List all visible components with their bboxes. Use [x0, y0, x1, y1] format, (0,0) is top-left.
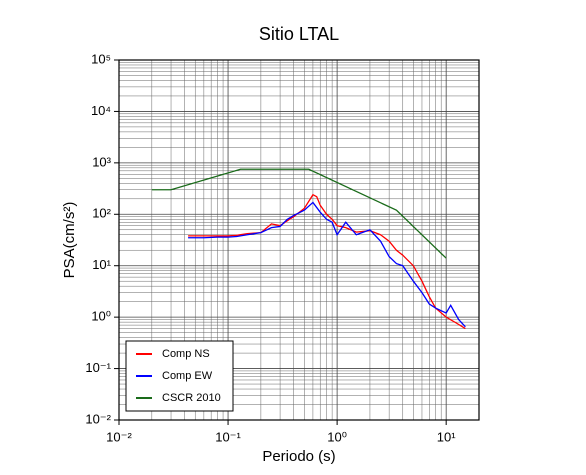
y-tick-label: 10⁻¹ — [85, 360, 111, 375]
series-line — [188, 201, 466, 328]
y-tick-label: 10¹ — [92, 257, 111, 272]
x-tick-label: 10⁰ — [327, 429, 347, 444]
y-tick-label: 10⁻² — [85, 411, 111, 426]
plot-frame — [118, 59, 480, 421]
y-tick-label: 10⁰ — [91, 309, 111, 324]
y-tick-label: 10² — [92, 206, 111, 221]
x-tick-label: 10⁻¹ — [215, 429, 241, 444]
legend-label: CSCR 2010 — [162, 392, 221, 404]
x-axis-label: Periodo (s) — [262, 448, 335, 465]
series-line — [151, 168, 447, 259]
series-line — [188, 193, 466, 330]
x-tick-label: 10⁻² — [106, 429, 132, 444]
x-tick-label: 10¹ — [437, 429, 456, 444]
chart-title: Sitio LTAL — [259, 24, 339, 44]
y-tick-label: 10³ — [92, 154, 111, 169]
y-axis-label: PSA(cm/s²) — [61, 202, 78, 279]
legend-label: Comp NS — [162, 348, 210, 360]
y-tick-label: 10⁵ — [91, 51, 111, 66]
y-tick-label: 10⁴ — [91, 103, 111, 118]
legend-label: Comp EW — [162, 370, 213, 382]
